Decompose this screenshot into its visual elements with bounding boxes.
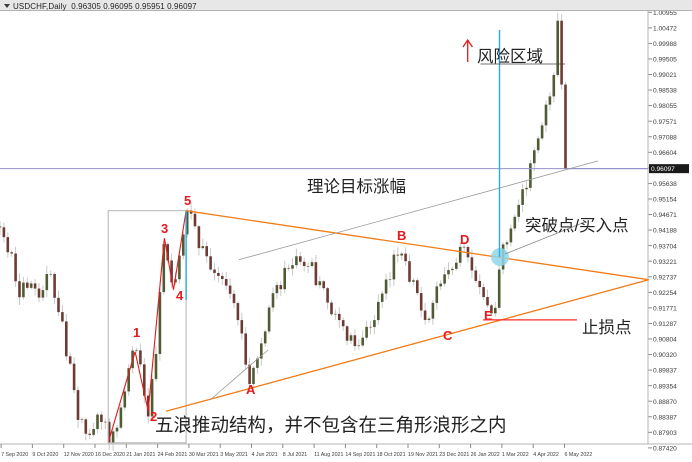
svg-text:0.90804: 0.90804	[653, 337, 677, 344]
svg-text:4 Apr 2022: 4 Apr 2022	[533, 452, 559, 458]
svg-text:0.94188: 0.94188	[653, 228, 677, 235]
svg-text:0.93221: 0.93221	[653, 259, 677, 266]
svg-text:0.89837: 0.89837	[653, 368, 677, 375]
svg-text:0.88870: 0.88870	[653, 399, 677, 406]
svg-text:0.96097: 0.96097	[651, 166, 675, 173]
svg-text:B: B	[397, 228, 406, 243]
svg-text:0.90320: 0.90320	[653, 352, 677, 359]
svg-text:5: 5	[184, 193, 191, 208]
svg-text:21 Jan 2021: 21 Jan 2021	[126, 452, 155, 458]
svg-text:7 Sep 2020: 7 Sep 2020	[1, 452, 28, 458]
svg-text:0.99988: 0.99988	[653, 41, 677, 48]
svg-text:1 Mar 2022: 1 Mar 2022	[502, 452, 529, 458]
svg-text:0.93704: 0.93704	[653, 243, 677, 250]
svg-text:14 Sep 2021: 14 Sep 2021	[345, 452, 375, 458]
svg-text:9 Oct 2020: 9 Oct 2020	[32, 452, 58, 458]
svg-text:0.91287: 0.91287	[653, 321, 677, 328]
svg-text:24 Feb 2021: 24 Feb 2021	[158, 452, 188, 458]
svg-text:11 Aug 2021: 11 Aug 2021	[314, 452, 343, 458]
svg-text:30 Mar 2021: 30 Mar 2021	[189, 452, 219, 458]
svg-text:0.88387: 0.88387	[653, 414, 677, 421]
svg-text:0.97088: 0.97088	[653, 134, 677, 141]
svg-text:12 Nov 2020: 12 Nov 2020	[64, 452, 94, 458]
svg-text:0.87903: 0.87903	[653, 430, 677, 437]
svg-text:6 May 2022: 6 May 2022	[565, 452, 593, 458]
svg-text:风险区域: 风险区域	[477, 47, 543, 66]
svg-text:0.92254: 0.92254	[653, 290, 677, 297]
svg-text:4: 4	[176, 288, 184, 303]
svg-text:0.92737: 0.92737	[653, 274, 677, 281]
svg-text:0.95154: 0.95154	[653, 197, 677, 204]
svg-text:4 Jun 2021: 4 Jun 2021	[252, 452, 278, 458]
svg-text:1.00472: 1.00472	[653, 25, 677, 32]
svg-text:理论目标涨幅: 理论目标涨幅	[307, 177, 406, 196]
svg-text:0.98538: 0.98538	[653, 88, 677, 95]
svg-text:五浪推动结构，并不包含在三角形浪形之内: 五浪推动结构，并不包含在三角形浪形之内	[155, 415, 507, 436]
svg-text:E: E	[484, 308, 493, 323]
svg-text:0.97571: 0.97571	[653, 119, 677, 126]
svg-text:0.95638: 0.95638	[653, 181, 677, 188]
svg-text:止损点: 止损点	[582, 318, 632, 337]
svg-text:突破点/买入点: 突破点/买入点	[525, 216, 629, 235]
svg-text:0.89354: 0.89354	[653, 383, 677, 390]
svg-text:1.00955: 1.00955	[653, 11, 677, 17]
svg-text:3: 3	[161, 221, 168, 236]
svg-text:0.94671: 0.94671	[653, 212, 677, 219]
svg-text:16 Dec 2020: 16 Dec 2020	[95, 452, 125, 458]
svg-text:D: D	[460, 232, 469, 247]
svg-text:0.98055: 0.98055	[653, 103, 677, 110]
svg-text:1: 1	[133, 325, 140, 340]
svg-text:26 Jan 2022: 26 Jan 2022	[471, 452, 500, 458]
svg-text:A: A	[246, 382, 256, 397]
svg-text:0.99505: 0.99505	[653, 57, 677, 64]
svg-text:8 Jul 2021: 8 Jul 2021	[283, 452, 307, 458]
svg-text:0.96604: 0.96604	[653, 150, 677, 157]
svg-text:19 Nov 2021: 19 Nov 2021	[408, 452, 438, 458]
svg-text:C: C	[443, 328, 453, 343]
svg-text:0.99021: 0.99021	[653, 72, 677, 79]
svg-text:23 Dec 2021: 23 Dec 2021	[439, 452, 469, 458]
svg-text:3 May 2021: 3 May 2021	[220, 452, 248, 458]
svg-text:0.91771: 0.91771	[653, 305, 677, 312]
svg-text:18 Oct 2021: 18 Oct 2021	[377, 452, 406, 458]
svg-text:0.87420: 0.87420	[653, 445, 677, 452]
